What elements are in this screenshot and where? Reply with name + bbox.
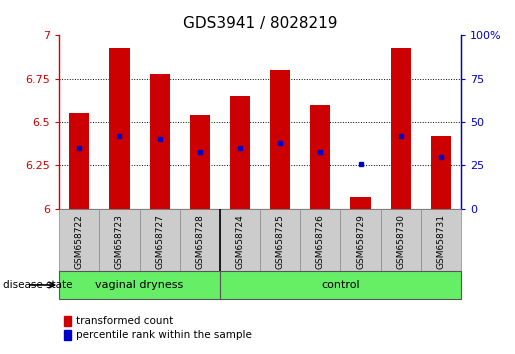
Bar bbox=[350, 197, 370, 209]
Text: GSM658728: GSM658728 bbox=[195, 214, 204, 269]
Bar bbox=[381, 209, 421, 271]
Text: control: control bbox=[321, 280, 359, 290]
Text: GSM658730: GSM658730 bbox=[396, 214, 405, 269]
Bar bbox=[300, 209, 340, 271]
Bar bbox=[140, 209, 180, 271]
Bar bbox=[340, 209, 381, 271]
Bar bbox=[59, 209, 99, 271]
Bar bbox=[310, 105, 330, 209]
Text: GSM658731: GSM658731 bbox=[436, 214, 445, 269]
Text: GSM658724: GSM658724 bbox=[235, 214, 245, 269]
Bar bbox=[260, 209, 300, 271]
Bar bbox=[59, 271, 220, 299]
Title: GDS3941 / 8028219: GDS3941 / 8028219 bbox=[183, 16, 337, 32]
Text: GSM658726: GSM658726 bbox=[316, 214, 325, 269]
Text: GSM658725: GSM658725 bbox=[276, 214, 285, 269]
Text: disease state: disease state bbox=[3, 280, 72, 290]
Text: transformed count: transformed count bbox=[76, 316, 173, 326]
Bar bbox=[190, 115, 210, 209]
Bar bbox=[230, 96, 250, 209]
Bar bbox=[270, 70, 290, 209]
Text: percentile rank within the sample: percentile rank within the sample bbox=[76, 330, 252, 340]
Bar bbox=[99, 209, 140, 271]
Bar bbox=[149, 74, 169, 209]
Bar bbox=[69, 114, 89, 209]
Bar bbox=[390, 47, 410, 209]
Text: GSM658722: GSM658722 bbox=[75, 214, 84, 269]
Bar bbox=[220, 271, 461, 299]
Bar bbox=[180, 209, 220, 271]
Bar bbox=[220, 209, 260, 271]
Text: GSM658723: GSM658723 bbox=[115, 214, 124, 269]
Text: GSM658727: GSM658727 bbox=[155, 214, 164, 269]
Bar bbox=[421, 209, 461, 271]
Text: GSM658729: GSM658729 bbox=[356, 214, 365, 269]
Bar bbox=[109, 47, 129, 209]
Bar bbox=[431, 136, 451, 209]
Text: vaginal dryness: vaginal dryness bbox=[95, 280, 184, 290]
